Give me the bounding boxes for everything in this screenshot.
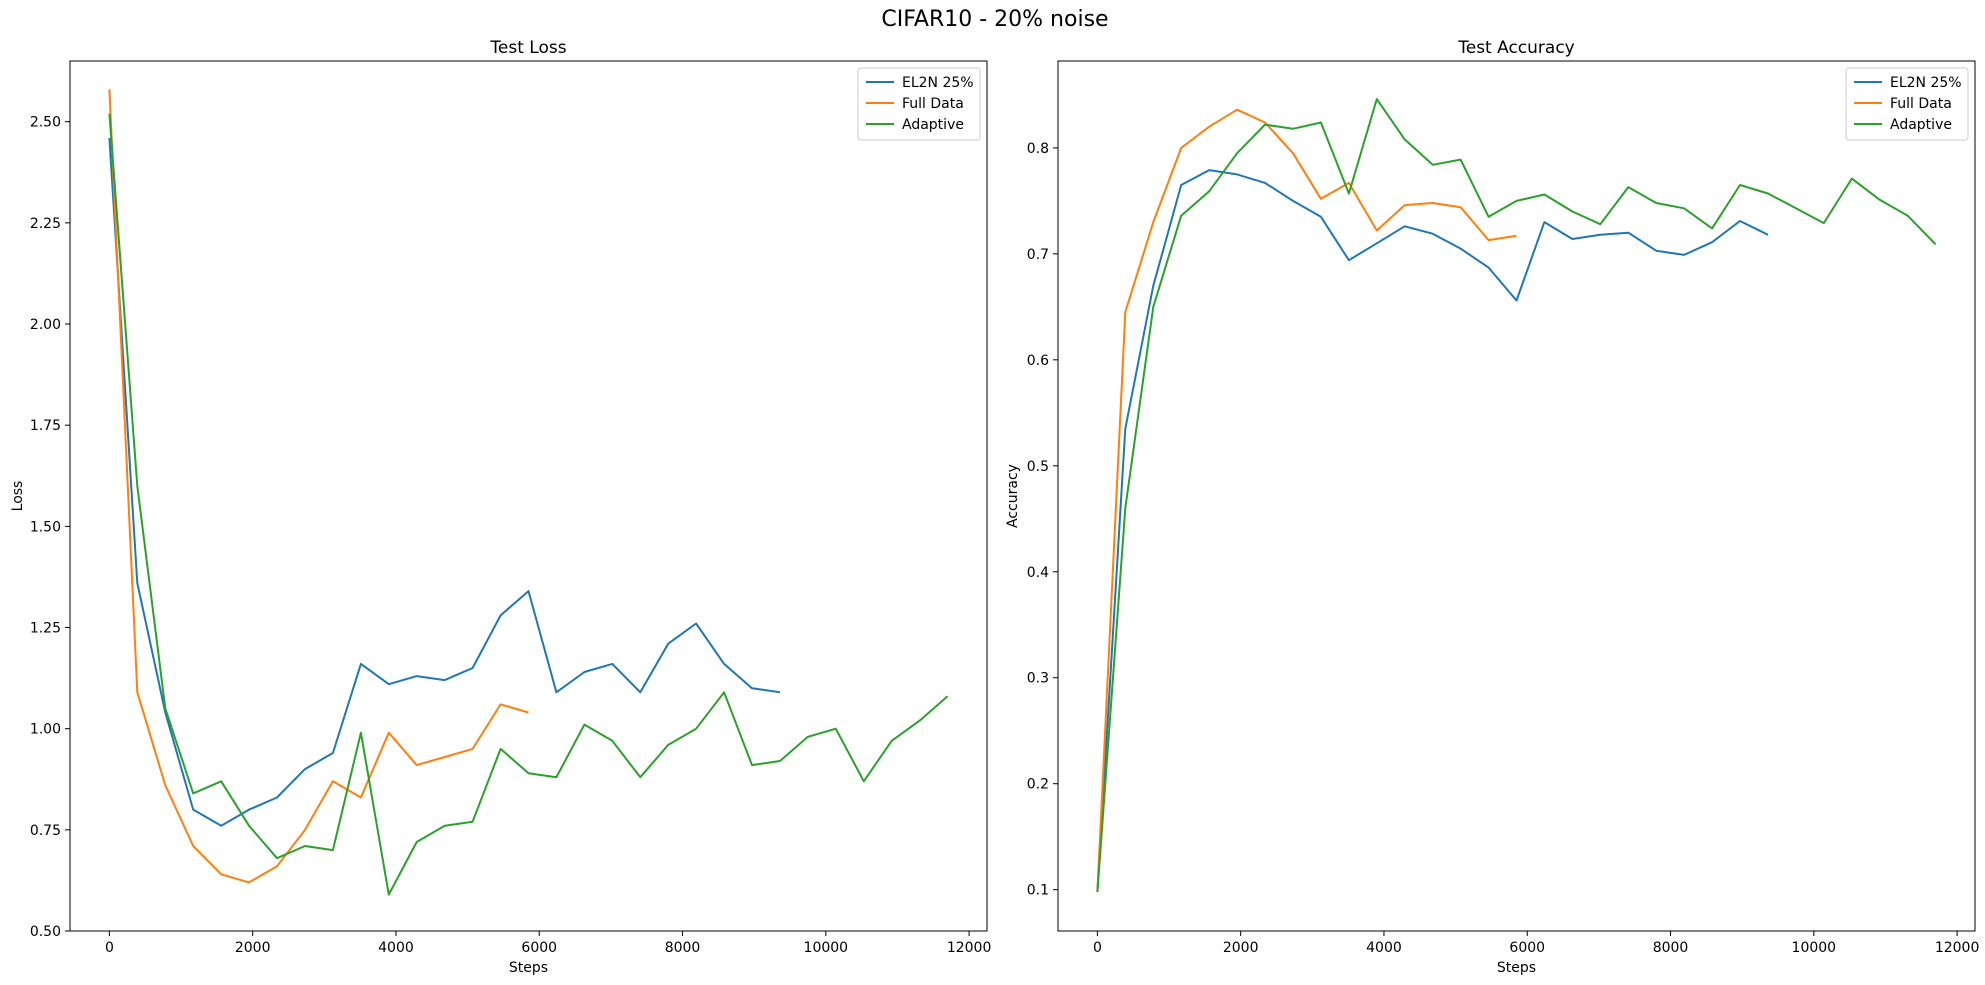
loss-series-full-data <box>108 89 529 884</box>
loss-x-axis-label: Steps <box>509 960 548 976</box>
test-loss-plot: 0 2000 4000 6000 8000 10000 12000 0.50 0.75 1.00 1… <box>10 38 991 976</box>
loss-legend-label-full-data: Full Data <box>902 96 964 112</box>
accuracy-legend-box <box>1845 67 1969 141</box>
loss-y-tick-label: 1.25 <box>30 621 61 637</box>
loss-x-tick-label: 2000 <box>235 940 271 956</box>
loss-series-el2n-25 <box>108 137 781 827</box>
accuracy-y-axis-label: Accuracy <box>1005 464 1021 528</box>
loss-legend: EL2N 25% Full Data Adaptive <box>857 67 981 141</box>
loss-y-tick-label: 2.50 <box>30 115 61 131</box>
accuracy-y-tick-label: 0.3 <box>1027 671 1049 687</box>
accuracy-y-tick-label: 0.2 <box>1027 777 1049 793</box>
loss-y-tick-label: 0.75 <box>30 823 61 839</box>
accuracy-series-el2n-25 <box>1096 169 1769 892</box>
loss-x-tick-label: 0 <box>105 940 114 956</box>
accuracy-x-axis-label: Steps <box>1497 960 1536 976</box>
loss-legend-box <box>857 67 981 141</box>
accuracy-y-tick-label: 0.4 <box>1027 565 1049 581</box>
accuracy-x-tick-label: 10000 <box>1792 940 1837 956</box>
accuracy-x-tick-label: 2000 <box>1223 940 1259 956</box>
loss-axes-frame <box>69 60 988 932</box>
loss-y-tick-label: 1.50 <box>30 519 61 535</box>
loss-x-tick-label: 4000 <box>378 940 414 956</box>
accuracy-x-tick-label: 8000 <box>1653 940 1689 956</box>
loss-y-tick-label: 1.75 <box>30 418 61 434</box>
accuracy-y-tick-label: 0.5 <box>1027 459 1049 475</box>
accuracy-plot-title: Test Accuracy <box>1457 38 1575 58</box>
accuracy-series-group <box>1096 98 1937 892</box>
accuracy-series-full-data <box>1096 108 1517 892</box>
loss-series-adaptive <box>108 113 949 896</box>
loss-y-tick-label: 2.00 <box>30 317 61 333</box>
loss-x-tick-label: 10000 <box>804 940 849 956</box>
accuracy-x-tick-label: 4000 <box>1366 940 1402 956</box>
loss-x-tick-label: 12000 <box>947 940 992 956</box>
loss-series-group <box>108 89 949 896</box>
accuracy-y-tick-label: 0.8 <box>1027 141 1049 157</box>
loss-y-tick-label: 1.00 <box>30 722 61 738</box>
loss-legend-label-el2n-25: EL2N 25% <box>902 75 974 91</box>
accuracy-legend-label-el2n-25: EL2N 25% <box>1890 75 1962 91</box>
test-accuracy-plot: 0 2000 4000 6000 8000 10000 12000 0.1 0.2 0.3 0.4 0… <box>1005 38 1979 976</box>
accuracy-axes-frame <box>1057 60 1976 932</box>
loss-x-tick-label: 8000 <box>665 940 701 956</box>
accuracy-series-adaptive <box>1096 98 1937 892</box>
accuracy-legend-label-adaptive: Adaptive <box>1890 117 1952 133</box>
loss-plot-title: Test Loss <box>489 38 566 58</box>
accuracy-legend-label-full-data: Full Data <box>1890 96 1952 112</box>
loss-y-axis-label: Loss <box>10 481 26 512</box>
loss-y-tick-label: 2.25 <box>30 216 61 232</box>
accuracy-y-tick-label: 0.7 <box>1027 247 1049 263</box>
figure-title: CIFAR10 - 20% noise <box>881 7 1108 32</box>
accuracy-x-tick-label: 12000 <box>1935 940 1980 956</box>
loss-y-tick-label: 0.50 <box>30 924 61 940</box>
accuracy-y-tick-label: 0.1 <box>1027 883 1049 899</box>
accuracy-legend: EL2N 25% Full Data Adaptive <box>1845 67 1969 141</box>
accuracy-x-tick-label: 0 <box>1093 940 1102 956</box>
accuracy-x-tick-label: 6000 <box>1509 940 1545 956</box>
accuracy-y-tick-label: 0.6 <box>1027 353 1049 369</box>
loss-legend-label-adaptive: Adaptive <box>902 117 964 133</box>
loss-x-tick-label: 6000 <box>521 940 557 956</box>
